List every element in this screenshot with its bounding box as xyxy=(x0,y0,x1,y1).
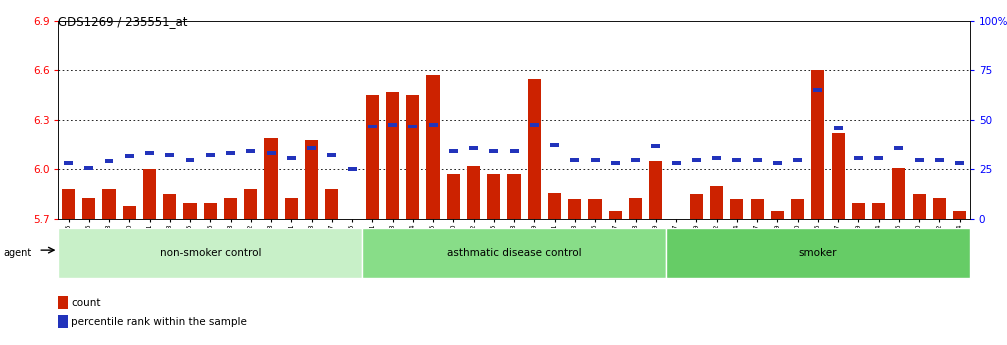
Bar xyxy=(591,158,599,161)
Bar xyxy=(64,161,73,165)
Bar xyxy=(203,203,217,219)
Bar xyxy=(609,211,622,219)
Bar xyxy=(427,75,440,219)
Bar xyxy=(85,166,94,170)
Bar xyxy=(325,189,338,219)
Bar xyxy=(956,161,964,165)
Bar xyxy=(247,149,255,153)
Bar xyxy=(914,158,923,161)
Bar xyxy=(508,175,521,219)
Bar xyxy=(447,175,460,219)
Bar xyxy=(792,199,805,219)
Bar xyxy=(730,199,743,219)
Bar xyxy=(530,123,539,127)
Bar xyxy=(631,158,640,161)
Bar xyxy=(227,151,235,155)
Bar xyxy=(750,199,763,219)
Bar xyxy=(932,198,946,219)
Bar xyxy=(163,194,176,219)
Text: GDS1269 / 235551_at: GDS1269 / 235551_at xyxy=(58,16,188,29)
Bar xyxy=(429,123,437,127)
Bar xyxy=(528,79,541,219)
Bar xyxy=(245,189,258,219)
Bar xyxy=(611,161,619,165)
Bar xyxy=(406,95,419,219)
Bar xyxy=(449,149,458,153)
Text: percentile rank within the sample: percentile rank within the sample xyxy=(71,317,248,327)
Bar xyxy=(652,144,661,148)
Bar xyxy=(305,140,318,219)
Bar xyxy=(205,152,214,157)
Bar xyxy=(892,168,905,219)
Bar xyxy=(629,198,642,219)
Bar xyxy=(123,206,136,219)
Bar xyxy=(692,158,701,161)
Bar xyxy=(872,203,885,219)
Bar xyxy=(368,125,377,128)
Bar xyxy=(103,189,116,219)
Text: non-smoker control: non-smoker control xyxy=(159,248,261,258)
Bar xyxy=(690,194,703,219)
Bar xyxy=(347,168,356,171)
Bar xyxy=(712,156,721,160)
Text: asthmatic disease control: asthmatic disease control xyxy=(447,248,581,258)
Bar xyxy=(854,156,863,160)
Bar xyxy=(83,198,96,219)
Bar xyxy=(732,158,741,161)
Text: count: count xyxy=(71,298,101,307)
Bar xyxy=(185,158,194,161)
Bar xyxy=(814,88,823,92)
Bar xyxy=(58,228,363,278)
Text: agent: agent xyxy=(3,248,31,257)
Bar xyxy=(666,228,970,278)
Bar xyxy=(710,186,723,219)
Bar xyxy=(489,149,498,153)
Bar xyxy=(752,158,761,161)
Bar xyxy=(834,126,843,130)
Bar xyxy=(650,161,663,219)
Bar xyxy=(363,228,666,278)
Bar xyxy=(953,211,966,219)
Bar xyxy=(852,203,865,219)
Bar xyxy=(165,152,174,157)
Bar xyxy=(267,151,276,155)
Bar xyxy=(672,161,681,165)
Bar xyxy=(409,125,417,128)
Bar xyxy=(570,158,579,161)
Bar xyxy=(183,203,196,219)
Bar xyxy=(62,189,76,219)
Bar xyxy=(386,92,399,219)
Bar xyxy=(812,70,825,219)
Bar xyxy=(105,159,114,163)
Bar xyxy=(912,194,925,219)
Bar xyxy=(588,199,601,219)
Bar xyxy=(794,158,802,161)
Bar xyxy=(510,149,519,153)
Bar xyxy=(224,198,237,219)
Bar xyxy=(307,146,316,150)
Bar xyxy=(287,156,296,160)
Bar xyxy=(388,123,397,127)
Bar xyxy=(327,152,336,157)
Bar xyxy=(773,161,781,165)
Text: smoker: smoker xyxy=(799,248,837,258)
Bar xyxy=(469,146,478,150)
Bar xyxy=(285,198,298,219)
Bar xyxy=(568,199,581,219)
Bar xyxy=(366,95,379,219)
Bar xyxy=(894,146,903,150)
Bar xyxy=(145,151,154,155)
Bar xyxy=(832,133,845,219)
Bar xyxy=(467,166,480,219)
Bar xyxy=(770,211,783,219)
Bar xyxy=(874,156,883,160)
Bar xyxy=(125,154,134,158)
Bar xyxy=(934,158,944,161)
Bar xyxy=(265,138,278,219)
Bar xyxy=(548,193,561,219)
Bar xyxy=(487,175,500,219)
Bar xyxy=(550,143,559,147)
Bar xyxy=(143,169,156,219)
